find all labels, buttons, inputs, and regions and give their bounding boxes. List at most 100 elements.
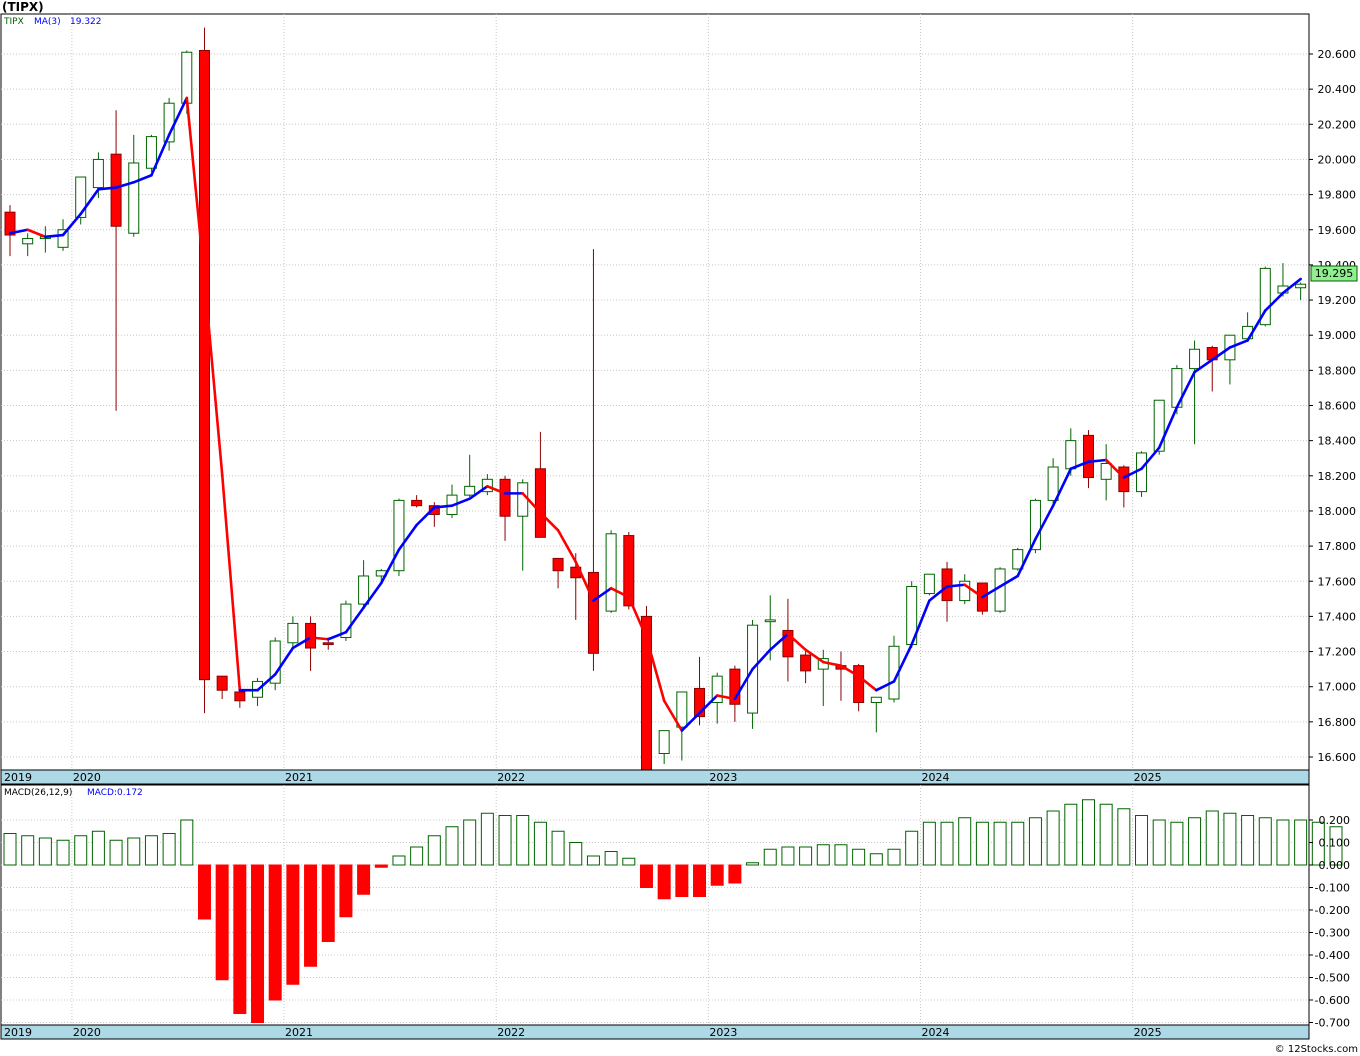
ma-segment [79, 188, 100, 216]
ma-segment [468, 485, 489, 500]
macd-bars [3, 799, 1343, 1023]
candle-body [1259, 267, 1271, 326]
price-tick-label: 17.200 [1318, 646, 1357, 659]
macd-year-label: 2019 [4, 1026, 32, 1039]
candle [128, 134, 140, 237]
candle-body [782, 629, 794, 658]
macd-bar [162, 833, 176, 866]
price-year-label: 2019 [4, 771, 32, 784]
candle [499, 475, 511, 541]
candle-body [128, 162, 140, 234]
candle [287, 616, 299, 650]
candle-body [428, 505, 440, 515]
ma-segment [1016, 537, 1037, 578]
macd-year-label: 2023 [709, 1026, 737, 1039]
last-price-tag: 19.295 [1310, 265, 1358, 282]
candle-body [110, 153, 122, 227]
macd-bar [427, 835, 441, 866]
candle-body [1012, 549, 1024, 570]
price-tick-label: 19.000 [1318, 329, 1357, 342]
candle-body [340, 603, 352, 638]
candle [464, 454, 476, 497]
ma-segment [786, 632, 807, 652]
macd-bar [516, 815, 530, 866]
macd-bar [1276, 819, 1290, 866]
candle-body [941, 568, 953, 602]
ma-segment [486, 485, 507, 495]
ma-segment [698, 694, 719, 715]
ma-segment [450, 497, 471, 507]
candle [1295, 282, 1307, 301]
macd-bar [1099, 803, 1113, 866]
candle-body [1065, 440, 1077, 470]
candle-body [22, 238, 34, 245]
ma-segment [1228, 339, 1249, 349]
candle [145, 134, 157, 172]
ma-segment [132, 173, 153, 184]
ma-segment [1263, 291, 1285, 312]
price-panel-frame [0, 13, 1310, 771]
macd-bar [56, 839, 70, 866]
price-tick-label: 19.600 [1318, 224, 1357, 237]
macd-bar [127, 837, 141, 866]
ma-segment [627, 595, 648, 639]
candle [552, 557, 564, 589]
ma-segment [433, 504, 454, 509]
ma-segment [1122, 467, 1143, 479]
macd-bar [781, 846, 795, 866]
candle-body [1136, 452, 1148, 493]
candle [658, 730, 670, 765]
candle [1136, 451, 1148, 497]
macd-bar [710, 864, 724, 886]
candle-body [198, 49, 210, 681]
ma-segment [998, 574, 1020, 588]
price-x-axis-band [0, 769, 1310, 785]
price-year-label: 2023 [709, 771, 737, 784]
price-tick-label: 17.000 [1318, 681, 1357, 694]
price-y-axis: 16.600 16.800 17.000 17.200 17.400 17.600 17.8… [1309, 48, 1356, 764]
ma-segment [715, 694, 737, 701]
macd-bar [586, 855, 600, 866]
price-year-label: 2025 [1134, 771, 1162, 784]
candle [676, 691, 688, 761]
ma-segment [1069, 460, 1090, 471]
price-tick-label: 19.800 [1318, 189, 1357, 202]
candle-body [57, 229, 69, 248]
candle [853, 663, 865, 712]
candle-body [853, 665, 865, 704]
ma-segment [609, 586, 631, 599]
macd-bar [905, 830, 919, 866]
ma-segment [839, 664, 860, 678]
macd-bar [498, 815, 512, 866]
macd-bar [958, 817, 972, 866]
ma-segment [309, 636, 330, 641]
macd-bar [693, 864, 707, 897]
candle [75, 176, 87, 225]
candle-body [216, 675, 228, 691]
macd-bar [1081, 799, 1095, 866]
macd-bar [763, 848, 777, 866]
ma-segment [804, 648, 825, 664]
price-tick-label: 18.600 [1318, 400, 1357, 413]
macd-bar [1205, 810, 1219, 866]
candle-body [1189, 348, 1201, 370]
candle-body [1100, 462, 1112, 480]
price-tick-label: 18.400 [1318, 435, 1357, 448]
candle [198, 27, 210, 714]
candle [269, 637, 281, 691]
candle [340, 600, 352, 642]
macd-bar [1046, 810, 1060, 866]
ma-segment [910, 599, 931, 646]
macd-label: MACD(26,12,9) [4, 788, 72, 798]
ma-segment [981, 585, 1002, 599]
macd-bar [109, 839, 123, 866]
candle [110, 110, 122, 411]
macd-bar [1152, 819, 1166, 866]
candle-body [923, 573, 935, 595]
macd-bar [357, 864, 371, 895]
candle-body [287, 622, 299, 644]
macd-bar [144, 835, 158, 866]
ma-segment [1281, 277, 1302, 295]
ma-segment [8, 228, 29, 235]
candle-body [658, 730, 670, 754]
